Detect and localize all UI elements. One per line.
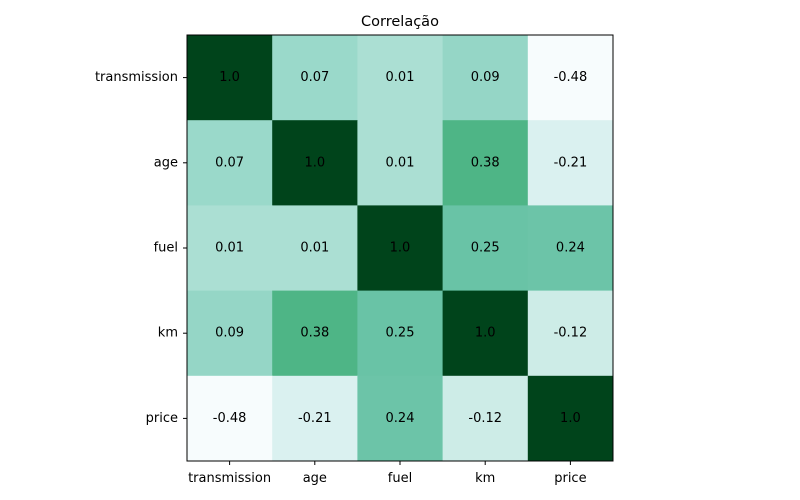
x-tick-label: km (475, 471, 495, 486)
cell-value-label: -0.48 (213, 411, 247, 426)
cell-value-label: 1.0 (304, 155, 325, 170)
heatmap-cell (357, 120, 444, 206)
heatmap-cell (272, 120, 358, 206)
heatmap-cell (527, 290, 614, 377)
heatmap-cell (357, 35, 444, 121)
heatmap-cell (357, 205, 444, 292)
heatmap-cell (442, 375, 529, 462)
cell-value-label: 0.38 (471, 155, 500, 170)
chart-title: Correlação (361, 14, 439, 30)
heatmap-axes: transmission age fuel km price transmission ag… (95, 34, 614, 486)
cell-value-label: -0.12 (468, 411, 502, 426)
cell-value-label: 0.07 (215, 155, 244, 170)
y-tick-label: transmission (95, 70, 178, 85)
heatmap-cell (272, 375, 358, 462)
cell-value-label: 0.01 (386, 70, 415, 85)
heatmap-cell (187, 35, 273, 121)
heatmap-value-labels: 1.0 0.07 0.01 0.09 -0.48 0.07 1.0 0.01 0.38 -0.21… (213, 70, 587, 426)
y-tick-label: km (158, 326, 178, 341)
heatmap-cell (272, 35, 358, 121)
heatmap-cell (442, 205, 529, 292)
cell-value-label: 0.24 (556, 241, 585, 256)
heatmap-cell (187, 120, 273, 206)
heatmap-cell (272, 290, 358, 377)
cell-value-label: -0.48 (554, 70, 588, 85)
x-tick-label: price (554, 471, 586, 486)
heatmap-cell (527, 205, 614, 292)
cell-value-label: -0.21 (298, 411, 332, 426)
cell-value-label: 0.25 (471, 241, 500, 256)
cell-value-label: -0.12 (554, 326, 588, 341)
cell-value-label: 1.0 (560, 411, 581, 426)
heatmap-cell (442, 120, 529, 206)
cell-value-label: 0.38 (300, 326, 329, 341)
cell-value-label: 0.25 (386, 326, 415, 341)
cell-value-label: 0.07 (300, 70, 329, 85)
heatmap-cell (527, 35, 614, 121)
y-tick-label: fuel (154, 241, 178, 256)
cell-value-label: 0.09 (471, 70, 500, 85)
heatmap-cell (187, 290, 273, 377)
heatmap-cell (357, 375, 444, 462)
heatmap-cell (527, 120, 614, 206)
heatmap-cells (187, 35, 614, 462)
cell-value-label: 1.0 (475, 326, 496, 341)
heatmap-cell (187, 205, 273, 292)
y-tick-label: price (146, 411, 178, 426)
cell-value-label: 0.01 (215, 241, 244, 256)
x-tick-label: fuel (388, 471, 412, 486)
cell-value-label: 0.09 (215, 326, 244, 341)
x-tick-label: transmission (188, 471, 271, 486)
heatmap-cell (272, 205, 358, 292)
x-tick-label: age (303, 471, 327, 486)
y-tick-label: age (154, 155, 178, 170)
cell-value-label: 1.0 (390, 241, 411, 256)
heatmap-cell (442, 290, 529, 377)
cell-value-label: 0.01 (386, 155, 415, 170)
heatmap-cell (187, 375, 273, 462)
cell-value-label: 0.01 (300, 241, 329, 256)
heatmap-cell (527, 375, 614, 462)
heatmap-cell (357, 290, 444, 377)
cell-value-label: 0.24 (386, 411, 415, 426)
cell-value-label: -0.21 (554, 155, 588, 170)
cell-value-label: 1.0 (219, 70, 240, 85)
heatmap-cell (442, 35, 529, 121)
